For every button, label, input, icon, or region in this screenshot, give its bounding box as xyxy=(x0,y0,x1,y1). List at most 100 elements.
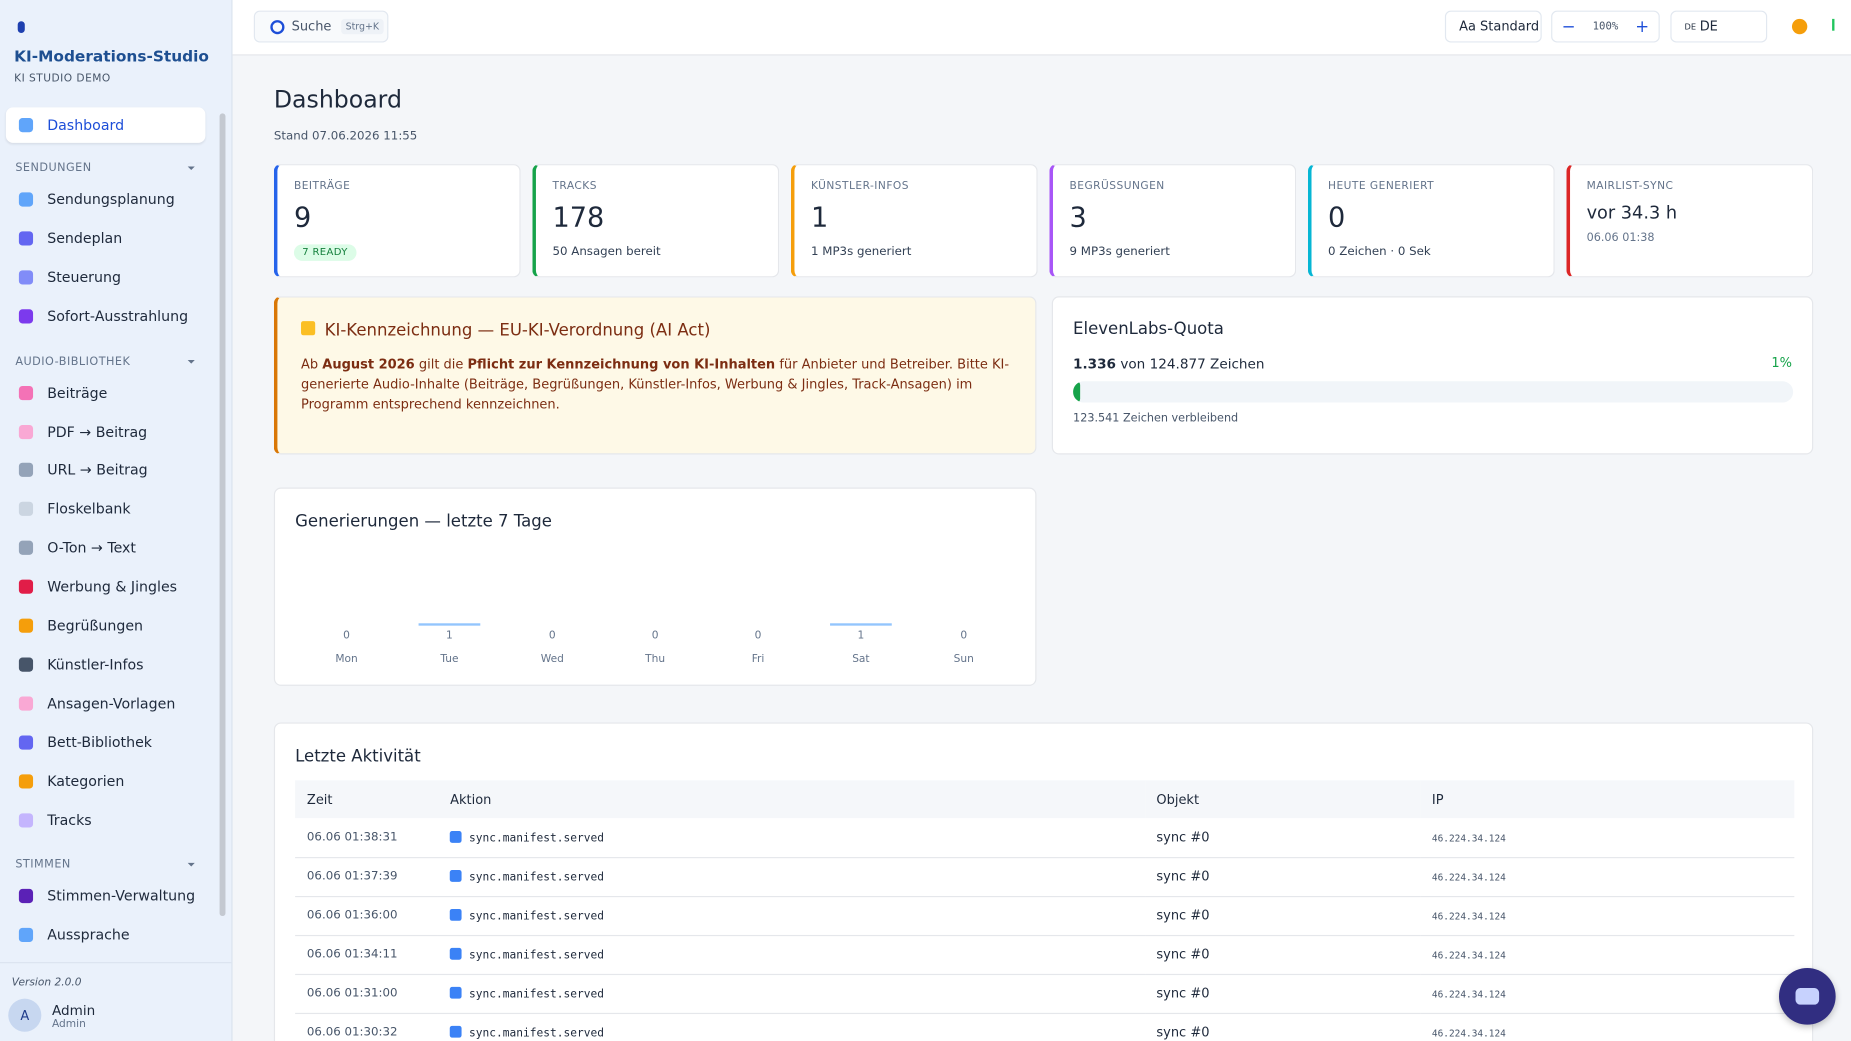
quota-fill xyxy=(1073,381,1081,403)
action-icon xyxy=(450,1025,462,1038)
nav-icon xyxy=(18,812,34,827)
nav-icon xyxy=(18,657,34,672)
x-tick-label: Wed xyxy=(541,652,564,665)
nav-label: Künstler-Infos xyxy=(47,656,144,673)
nav-item[interactable]: Stimmen-Verwaltung xyxy=(6,879,206,914)
nav-item[interactable]: Begrüßungen xyxy=(6,608,206,643)
nav-item[interactable]: Sendeplan xyxy=(6,221,206,256)
stat-card: HEUTE GENERIERT 0 0 Zeichen · 0 Sek xyxy=(1307,164,1555,278)
table-cell: 46.224.34.124 xyxy=(1420,974,1794,1013)
table-row[interactable]: 06.06 01:31:00 sync.manifest.served sync #… xyxy=(295,974,1795,1013)
notice-segment: gilt die xyxy=(414,356,468,372)
notice-segment: Ab xyxy=(301,356,323,372)
table-cell: sync #0 xyxy=(1145,896,1421,935)
nav-item[interactable]: Steuerung xyxy=(6,259,206,294)
bar-value: 0 xyxy=(960,629,967,642)
nav-item[interactable]: PDF → Beitrag xyxy=(6,414,206,449)
cell-text: 46.224.34.124 xyxy=(1431,833,1506,844)
notice-segment: Pflicht zur Kennzeichnung von KI-Inhalte… xyxy=(467,356,776,372)
table-row[interactable]: 06.06 01:38:31 sync.manifest.served sync #… xyxy=(295,818,1795,858)
nav-item[interactable]: URL → Beitrag xyxy=(6,453,206,488)
lang-code: DE xyxy=(1684,21,1697,32)
font-size-select[interactable]: Aa Standard xyxy=(1444,10,1542,43)
logo xyxy=(17,21,25,34)
nav-label: Stimmen-Verwaltung xyxy=(47,888,196,905)
action-icon xyxy=(450,908,462,921)
nav-section[interactable]: STIMMEN xyxy=(15,859,198,872)
table-header: Zeit Aktion Objekt IP xyxy=(295,780,1795,819)
language: DE xyxy=(1699,18,1718,35)
action-icon xyxy=(450,986,462,999)
nav-item[interactable]: Kategorien xyxy=(6,763,206,798)
nav-item[interactable]: O-Ton → Text xyxy=(6,530,206,565)
cell-text: sync #0 xyxy=(1156,829,1210,845)
table-row[interactable]: 06.06 01:34:11 sync.manifest.served sync #… xyxy=(295,935,1795,974)
nav-section[interactable]: AUDIO-BIBLIOTHEK xyxy=(15,355,198,368)
cell-text: 06.06 01:36:00 xyxy=(306,908,398,922)
cell-text: 06.06 01:34:11 xyxy=(306,947,398,961)
bar-value: 0 xyxy=(343,629,350,642)
nav-icon xyxy=(18,385,34,400)
shortcut: Strg+K xyxy=(340,18,384,35)
nav-item[interactable]: Bett-Bibliothek xyxy=(6,724,206,759)
table-row[interactable]: 06.06 01:37:39 sync.manifest.served sync #… xyxy=(295,857,1795,896)
nav-item[interactable]: Ansagen-Vorlagen xyxy=(6,686,206,721)
table-cell: sync.manifest.served xyxy=(438,974,1144,1013)
nav-label: Sendungsplanung xyxy=(47,191,175,208)
cell-text: sync #0 xyxy=(1156,907,1210,924)
x-tick-label: Thu xyxy=(644,652,665,665)
nav-item[interactable]: Floskelbank xyxy=(6,491,206,526)
zoom-out[interactable]: − xyxy=(1561,17,1576,37)
table-cell: sync #0 xyxy=(1145,935,1421,974)
theme-toggle[interactable] xyxy=(1791,18,1808,35)
nav-item[interactable]: Tracks xyxy=(6,802,206,837)
nav-label: Floskelbank xyxy=(47,500,131,518)
nav-icon xyxy=(18,424,34,439)
cell-text: 06.06 01:38:31 xyxy=(306,830,398,844)
nav-item[interactable]: Beiträge xyxy=(6,375,206,410)
nav-section-title: SENDUNGEN xyxy=(15,161,92,175)
assistant-button[interactable] xyxy=(1778,967,1836,1025)
nav-item[interactable]: Werbung & Jingles xyxy=(6,569,206,604)
nav-section[interactable]: SENDUNGEN xyxy=(15,162,198,175)
chart: 0 Mon 1 Tue 0 Wed 0 Thu 0 Fri 1 Sat 0 Sun xyxy=(335,623,974,665)
bar-value: 1 xyxy=(858,629,865,642)
nav-label: Bett-Bibliothek xyxy=(47,733,153,751)
stat-value: 178 xyxy=(552,203,605,234)
column-header: Zeit xyxy=(306,791,333,807)
cell-text: sync.manifest.served xyxy=(468,1027,605,1041)
collapse-icon xyxy=(187,863,195,870)
table-row[interactable]: 06.06 01:30:32 sync.manifest.served sync #… xyxy=(295,1013,1794,1041)
nav-item[interactable]: Sofort-Ausstrahlung xyxy=(6,298,206,333)
avatar[interactable]: A xyxy=(8,998,42,1032)
zoom-in[interactable]: + xyxy=(1635,17,1650,37)
x-tick-label: Tue xyxy=(439,652,458,665)
nav-label: Dashboard xyxy=(47,116,125,134)
nav-icon xyxy=(18,502,34,517)
stat-card: BEITRÄGE 9 7 READY xyxy=(273,164,521,278)
nav-item[interactable]: Aussprache xyxy=(6,918,206,953)
cell-text: 46.224.34.124 xyxy=(1431,872,1506,883)
table-row[interactable]: 06.06 01:36:00 sync.manifest.served sync #… xyxy=(295,896,1795,935)
topbar: Suche Strg+K Aa Standard − 100% + DE DE xyxy=(232,0,1851,56)
nav-item[interactable]: Sendungsplanung xyxy=(6,182,206,217)
nav-item[interactable]: Künstler-Infos xyxy=(6,647,206,682)
cell-text: sync.manifest.served xyxy=(468,910,605,924)
quota-percent: 1% xyxy=(1771,355,1792,371)
nav-label: Sendeplan xyxy=(47,230,123,247)
stat-note: 1 MP3s generiert xyxy=(810,245,912,259)
zoom-control[interactable]: − 100% + xyxy=(1551,10,1660,43)
stat-label: KÜNSTLER-INFOS xyxy=(810,180,909,193)
nav-dashboard[interactable]: Dashboard xyxy=(5,107,206,143)
page-stand: Stand 07.06.2026 11:55 xyxy=(273,129,418,143)
search[interactable]: Suche Strg+K xyxy=(253,10,389,43)
table-cell: sync.manifest.served xyxy=(438,896,1144,935)
cell-text: 46.224.34.124 xyxy=(1431,950,1506,961)
sidebar: KI-Moderations-Studio KI STUDIO DEMO Das… xyxy=(0,0,233,1041)
stat-label: TRACKS xyxy=(552,180,597,193)
action-icon xyxy=(450,830,462,843)
table-cell: 06.06 01:36:00 xyxy=(295,896,438,935)
nav-section-title: AUDIO-BIBLIOTHEK xyxy=(15,354,131,368)
language-select[interactable]: DE DE xyxy=(1670,10,1768,43)
